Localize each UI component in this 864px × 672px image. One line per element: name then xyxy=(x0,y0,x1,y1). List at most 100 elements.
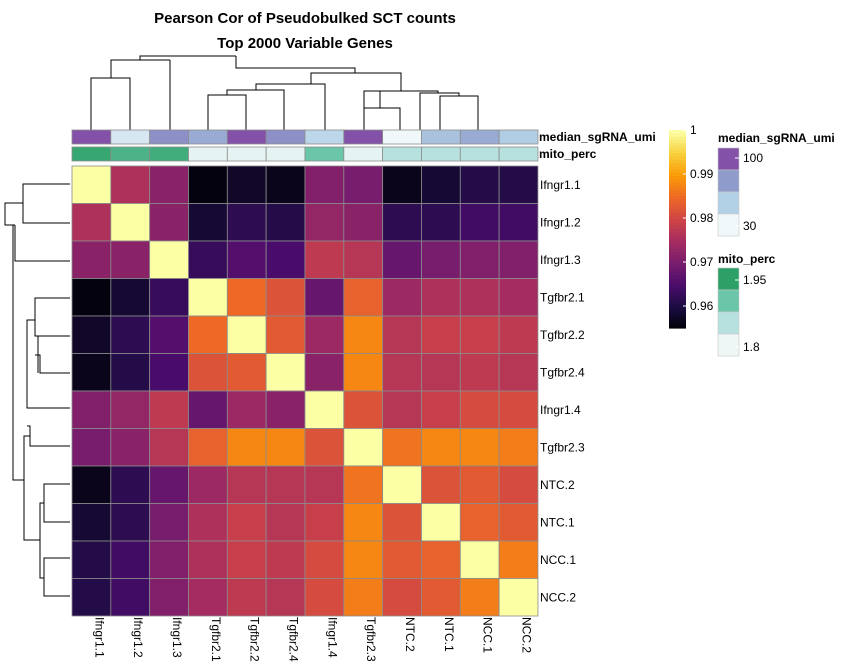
annotation-cell-mito-perc xyxy=(149,146,189,162)
heatmap-cell xyxy=(382,278,422,317)
color-scale-swatch xyxy=(669,268,686,273)
heatmap-cell xyxy=(149,240,189,279)
color-scale-swatch xyxy=(669,163,686,167)
heatmap-cell xyxy=(265,428,306,467)
color-scale-swatch xyxy=(669,258,686,263)
color-scale-swatch xyxy=(669,308,686,313)
heatmap-cell xyxy=(459,315,500,354)
heatmap-cell xyxy=(71,503,112,542)
heatmap-cell xyxy=(459,240,500,279)
row-dendrogram xyxy=(4,183,70,597)
color-scale-swatch xyxy=(669,232,686,237)
heatmap-cell xyxy=(110,578,151,617)
column-label: NCC.2 xyxy=(520,617,534,653)
color-scale-swatch xyxy=(669,136,686,141)
heatmap-cell xyxy=(265,578,306,617)
row-label: NCC.2 xyxy=(540,590,576,604)
row-label: Ifngr1.3 xyxy=(540,253,581,267)
color-scale-swatch xyxy=(669,229,686,233)
heatmap-cell xyxy=(110,240,151,279)
heatmap-cell xyxy=(382,503,422,542)
heatmap-cell xyxy=(304,578,345,617)
heatmap-cell xyxy=(421,278,461,317)
heatmap-cell xyxy=(110,540,151,579)
heatmap-cell xyxy=(226,578,267,617)
heatmap-cell xyxy=(498,353,539,392)
annotation-cell-mito-perc xyxy=(110,146,151,162)
heatmap-cell xyxy=(188,353,228,392)
heatmap-cell xyxy=(459,503,500,542)
annotation-labels: median_sgRNA_umi mito_perc xyxy=(539,130,656,161)
annotation-cell-median-sgRNA-umi xyxy=(71,129,112,145)
annotation-legend-swatch xyxy=(717,333,740,357)
annotation-legend-swatch xyxy=(717,147,740,171)
color-scale-tick-label: 1 xyxy=(690,123,697,137)
heatmap-cell xyxy=(421,428,461,467)
row-label: NCC.1 xyxy=(540,553,576,567)
heatmap-cell xyxy=(71,390,112,429)
heatmap-cell xyxy=(459,353,500,392)
heatmap-cell xyxy=(149,278,189,317)
heatmap-cell xyxy=(110,390,151,429)
heatmap-cell xyxy=(188,390,228,429)
heatmap-cell xyxy=(421,315,461,354)
color-scale-swatch xyxy=(669,295,686,299)
annotation-cell-median-sgRNA-umi xyxy=(382,129,422,145)
row-label: Tgfbr2.1 xyxy=(540,290,585,304)
heatmap-cell xyxy=(226,465,267,504)
color-scale-swatch xyxy=(669,301,686,306)
heatmap-cell xyxy=(304,503,345,542)
annotation-cell-median-sgRNA-umi xyxy=(188,129,228,145)
annotation-cell-mito-perc xyxy=(226,146,267,162)
heatmap-cell xyxy=(343,240,384,279)
color-scale-swatch xyxy=(669,219,686,223)
heatmap-cell xyxy=(110,203,151,242)
column-label: Ifngr1.2 xyxy=(131,617,145,658)
heatmap-cell xyxy=(71,165,112,204)
color-scale-swatch xyxy=(669,248,686,253)
color-scale-swatch xyxy=(669,245,686,250)
annotation-cell-mito-perc xyxy=(343,146,384,162)
column-label: Ifngr1.1 xyxy=(92,617,106,658)
heatmap-cell xyxy=(110,165,151,204)
color-scale-legend: 0.96 0.97 0.98 0.99 1 xyxy=(669,123,714,329)
heatmap-cell xyxy=(226,390,267,429)
color-scale-swatch xyxy=(669,275,686,280)
annotation-legend-tick-label: 30 xyxy=(743,219,757,233)
heatmap-cell xyxy=(382,165,422,204)
heatmap-cell xyxy=(343,390,384,429)
heatmap-cell xyxy=(265,203,306,242)
heatmap-cell xyxy=(421,203,461,242)
heatmap-cell xyxy=(265,465,306,504)
row-label: Ifngr1.2 xyxy=(540,215,581,229)
heatmap-cell xyxy=(188,240,228,279)
column-label: Tgfbr2.3 xyxy=(364,617,378,662)
chart-subtitle: Top 2000 Variable Genes xyxy=(217,35,393,52)
color-scale-swatch xyxy=(669,288,686,293)
heatmap-cell xyxy=(343,353,384,392)
row-labels: Ifngr1.1 Ifngr1.2 Ifngr1.3 Tgfbr2.1 Tgfbr2.2… xyxy=(540,178,585,605)
heatmap-cell xyxy=(498,165,539,204)
heatmap-cell xyxy=(304,428,345,467)
heatmap-cell xyxy=(188,165,228,204)
heatmap-cell xyxy=(382,203,422,242)
color-scale-swatch xyxy=(669,265,686,270)
annotation-row-label: mito_perc xyxy=(539,147,597,161)
annotation-cell-mito-perc xyxy=(71,146,112,162)
color-scale-swatch xyxy=(669,146,686,151)
color-scale-tick-label: 0.98 xyxy=(690,211,714,225)
heatmap-cell xyxy=(71,428,112,467)
heatmap-cell xyxy=(265,278,306,317)
heatmap-cell xyxy=(498,315,539,354)
heatmap-cell xyxy=(304,278,345,317)
heatmap-cell xyxy=(498,240,539,279)
color-scale-swatch xyxy=(669,199,686,204)
heatmap-cell xyxy=(188,465,228,504)
heatmap-cell xyxy=(226,240,267,279)
annotation-legend-swatch xyxy=(717,213,740,237)
color-scale-swatch xyxy=(669,215,686,220)
color-scale-swatch xyxy=(669,139,686,144)
row-label: Ifngr1.4 xyxy=(540,403,581,417)
row-label: Tgfbr2.3 xyxy=(540,440,585,454)
